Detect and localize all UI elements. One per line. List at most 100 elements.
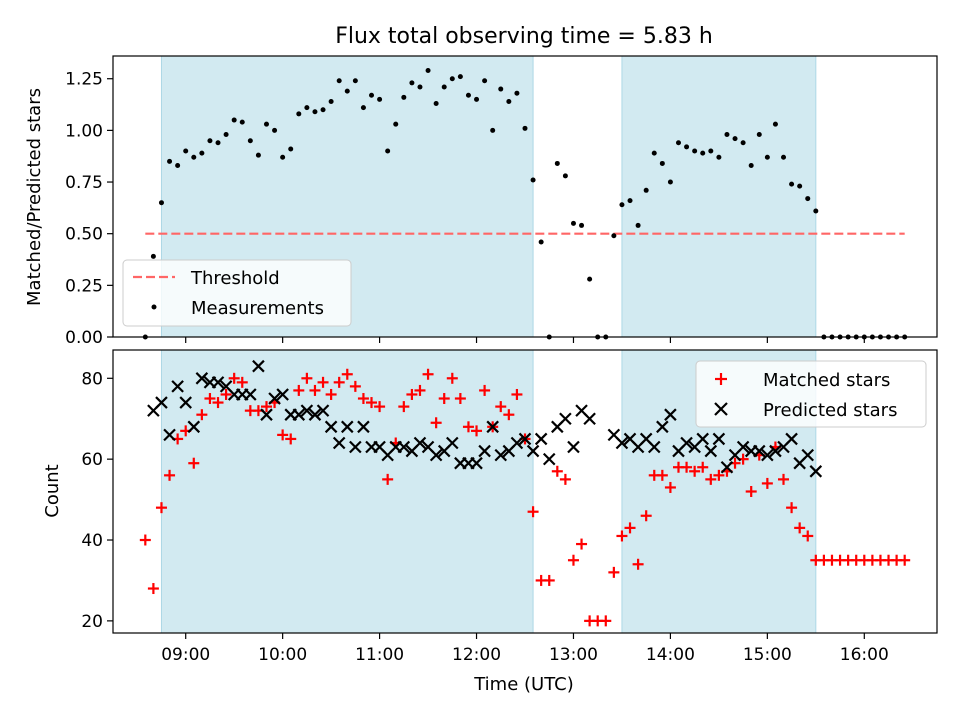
measurement-point [700, 150, 706, 156]
predicted-point [526, 444, 540, 458]
measurement-point [684, 144, 690, 150]
measurement-point [199, 150, 205, 156]
matched-point [430, 417, 442, 429]
ratio-y-axis-label: Matched/Predicted stars [24, 88, 45, 306]
x-tick-label: 14:00 [646, 645, 695, 665]
predicted-point [163, 428, 176, 442]
predicted-point [446, 436, 459, 450]
measurement-point [385, 148, 391, 154]
measurement-point [255, 152, 261, 158]
count-y-axis-label: Count [42, 464, 63, 517]
measurement-point [393, 121, 399, 127]
measurement-point [506, 98, 512, 104]
measurement-point [724, 132, 730, 138]
measurement-point [425, 67, 431, 73]
measurement-point [716, 154, 722, 160]
count-legend-box [695, 360, 927, 428]
matched-point [309, 384, 321, 396]
measurement-point [756, 132, 762, 138]
matched-point [527, 506, 539, 518]
matched-point [164, 469, 176, 481]
matched-legend-label: Matched stars [763, 370, 890, 391]
measurement-point [522, 125, 528, 131]
predicted-point [429, 448, 443, 462]
predicted-point [478, 444, 491, 458]
matched-point [632, 558, 644, 570]
predicted-point [276, 388, 289, 401]
measurement-point [320, 107, 326, 113]
matched-point [899, 554, 911, 566]
predicted-point [494, 448, 508, 462]
measurement-point [312, 109, 318, 115]
measurement-point [692, 148, 698, 154]
predicted-point [268, 392, 281, 405]
predicted-point [300, 404, 314, 417]
measurement-point [465, 92, 471, 98]
measurement-point [441, 84, 447, 90]
ratio-y-tick-label: 0.50 [65, 225, 103, 245]
predicted-point [292, 408, 306, 421]
predicted-point [704, 444, 718, 458]
predicted-point [559, 412, 572, 426]
threshold-legend-label: Threshold [190, 268, 280, 289]
measurement-point [538, 239, 544, 245]
measurement-point [764, 154, 770, 160]
matched-point [761, 477, 773, 489]
measurement-point [377, 96, 383, 102]
predicted-point [179, 396, 192, 409]
measurements-legend-label: Measurements [191, 298, 324, 319]
measurement-point [150, 253, 156, 259]
predicted-point [340, 420, 354, 434]
matched-point [745, 486, 757, 497]
matched-point [786, 502, 798, 514]
predicted-point [195, 372, 209, 385]
measurement-point [352, 78, 358, 84]
measurement-point [272, 127, 278, 133]
matched-point [511, 388, 523, 400]
matched-point [414, 384, 426, 396]
predicted-point [615, 436, 629, 450]
predicted-point [187, 420, 201, 434]
measurement-point [296, 111, 302, 117]
measurement-point [708, 148, 714, 154]
matched-point [559, 473, 571, 485]
matched-point [640, 510, 652, 522]
matched-point [495, 401, 507, 413]
measurement-point [336, 78, 342, 84]
ratio-y-tick-label: 0.00 [65, 328, 103, 348]
matched-point [196, 409, 208, 421]
measurement-point [360, 105, 366, 111]
matched-point [333, 376, 345, 388]
matched-point [551, 465, 563, 477]
measurement-point [263, 121, 269, 127]
measurement-point [409, 80, 415, 86]
matched-point [357, 393, 369, 405]
predicted-point [680, 436, 693, 450]
matched-point [503, 409, 515, 421]
measurement-point [247, 138, 253, 144]
x-tick-label: 12:00 [452, 645, 501, 665]
matched-point [681, 461, 693, 473]
measurement-point [304, 105, 310, 111]
count-y-tick-label: 20 [81, 612, 103, 632]
predicted-point [583, 412, 596, 426]
predicted-point [316, 404, 330, 417]
x-tick-label: 11:00 [355, 645, 404, 665]
matched-point [543, 574, 555, 586]
measurement-point [530, 177, 536, 183]
measurement-point [748, 163, 754, 169]
predicted-point [542, 452, 556, 466]
x-tick-label: 09:00 [161, 645, 210, 665]
measurement-point [344, 88, 350, 94]
predicted-point [397, 440, 411, 454]
predicted-point [720, 460, 734, 474]
predicted-point [712, 432, 726, 446]
matched-point [462, 421, 474, 433]
predicted-point [211, 376, 225, 389]
measurement-point [659, 160, 665, 166]
measurement-point [651, 150, 657, 156]
predicted-point [510, 436, 524, 450]
matched-point [438, 393, 450, 405]
measurement-point [732, 136, 738, 142]
